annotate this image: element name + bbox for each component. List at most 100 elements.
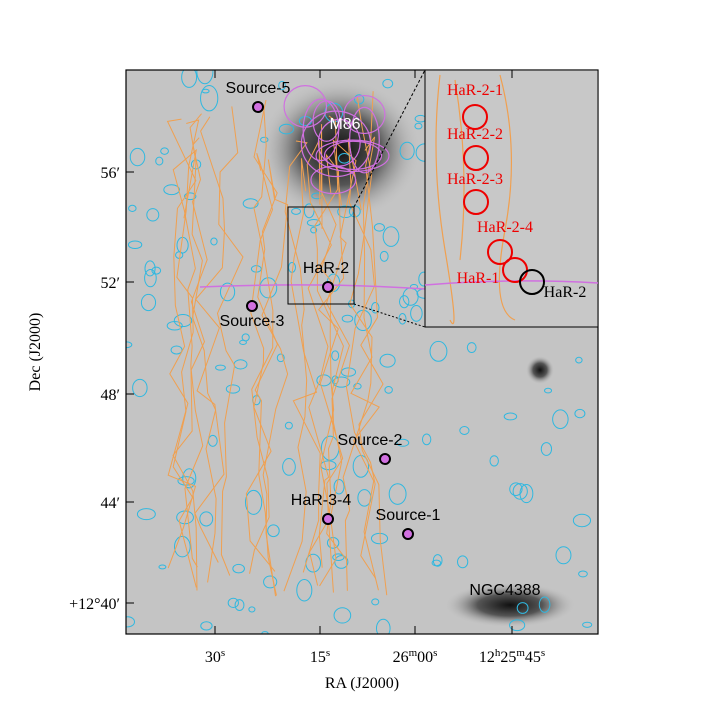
contour-line bbox=[189, 113, 217, 583]
contour-blob bbox=[278, 123, 295, 135]
contour-blob bbox=[291, 207, 302, 215]
contour-ring bbox=[317, 118, 361, 167]
contour-blob bbox=[310, 226, 318, 234]
contour-blob bbox=[582, 621, 593, 628]
contour-line bbox=[253, 99, 278, 596]
contour-blob bbox=[200, 621, 213, 631]
contour-blob bbox=[126, 616, 135, 628]
tick-part: 26 bbox=[393, 649, 409, 666]
contour-blob bbox=[353, 383, 362, 390]
contour-blob bbox=[552, 409, 569, 430]
x-axis-label: RA (J2000) bbox=[325, 675, 399, 692]
source-label: M86 bbox=[329, 116, 360, 133]
contour-blob bbox=[303, 203, 315, 219]
contour-ring bbox=[323, 140, 383, 171]
contour-line bbox=[290, 158, 321, 573]
contour-blob bbox=[382, 78, 394, 89]
tick-part: s bbox=[433, 647, 437, 659]
inset-label: HaR-2-2 bbox=[447, 126, 503, 143]
contour-ring bbox=[310, 165, 357, 195]
inset-label: HaR-2 bbox=[544, 284, 587, 301]
contour-blob bbox=[215, 364, 226, 371]
contour-blob bbox=[384, 386, 393, 394]
contour-line bbox=[345, 138, 377, 579]
contour-blob bbox=[201, 88, 210, 94]
tick-part: s bbox=[221, 647, 225, 659]
source-label: NGC4388 bbox=[469, 582, 540, 599]
zoom-box bbox=[287, 206, 355, 305]
contour-blob bbox=[136, 508, 156, 521]
tick-part: 30 bbox=[205, 649, 221, 666]
contour-blob bbox=[333, 479, 345, 495]
contour-blob bbox=[457, 555, 469, 569]
tick-part: m bbox=[516, 647, 525, 659]
y-axis-label: Dec (J2000) bbox=[27, 313, 44, 392]
contour-blob bbox=[509, 482, 523, 496]
source-label: Source-2 bbox=[338, 432, 403, 449]
contour-blob bbox=[259, 277, 278, 299]
y-tick-label: +12°40′ bbox=[69, 596, 120, 613]
x-tick-label: 30s bbox=[205, 647, 225, 666]
contour-blob bbox=[398, 313, 407, 325]
contour-line bbox=[194, 116, 226, 563]
zoom-line bbox=[353, 303, 426, 328]
inset-label: HaR-2-3 bbox=[447, 171, 503, 188]
inset bbox=[424, 69, 599, 328]
contour-blob bbox=[370, 532, 389, 545]
x-tick-label: 12h25m45s bbox=[479, 647, 545, 666]
frame bbox=[125, 69, 599, 635]
contour-blob bbox=[263, 575, 278, 589]
tick-part: 15 bbox=[310, 649, 326, 666]
contour-line bbox=[199, 284, 426, 290]
contour-blob bbox=[509, 619, 526, 632]
contour-blob bbox=[459, 426, 470, 435]
tick-part: 25 bbox=[500, 649, 516, 666]
contour-blob bbox=[382, 226, 400, 247]
contour-blob bbox=[519, 484, 534, 504]
contour-blob bbox=[516, 602, 529, 614]
contour-ring bbox=[283, 85, 328, 128]
contour-blob bbox=[575, 356, 583, 364]
inset-label: HaR-1 bbox=[457, 270, 500, 287]
source-label: Source-5 bbox=[226, 80, 291, 97]
contour-blob bbox=[160, 147, 169, 155]
contour-ring bbox=[300, 110, 372, 178]
contour-line bbox=[172, 119, 200, 588]
contour-blob bbox=[140, 293, 157, 312]
contour-blob bbox=[146, 208, 160, 222]
contour-blob bbox=[234, 599, 245, 612]
contour-blob bbox=[373, 223, 385, 232]
contour-blob bbox=[248, 606, 256, 613]
contour-line bbox=[216, 106, 244, 576]
contour-blob bbox=[242, 198, 259, 209]
contour-blob bbox=[544, 387, 553, 394]
source-marker bbox=[322, 513, 334, 525]
contour-blob bbox=[333, 607, 352, 624]
contour-blob bbox=[260, 136, 269, 143]
y-tick-label: 44′ bbox=[101, 495, 121, 512]
y-tick-label: 48′ bbox=[101, 387, 121, 404]
inset-marker bbox=[463, 189, 489, 215]
contour-blob bbox=[200, 85, 219, 112]
inset-marker bbox=[463, 145, 489, 171]
contour-blob bbox=[166, 320, 183, 331]
x-tick-label: 26m00s bbox=[393, 647, 438, 666]
contour-blob bbox=[421, 433, 432, 446]
source-marker bbox=[246, 300, 258, 312]
contour-blob bbox=[466, 342, 477, 353]
contour-blob bbox=[144, 268, 157, 288]
galaxy-m86 bbox=[260, 80, 420, 220]
contour-blob bbox=[151, 266, 162, 275]
contour-blob bbox=[379, 250, 389, 262]
contour-blob bbox=[199, 511, 214, 527]
contour-blob bbox=[182, 468, 197, 489]
contour-blob bbox=[574, 408, 586, 419]
galaxy bbox=[526, 356, 554, 384]
contour-blob bbox=[129, 147, 146, 167]
contour-blob bbox=[338, 153, 351, 164]
contour-blob bbox=[196, 70, 214, 85]
tick-part: 45 bbox=[525, 649, 541, 666]
contour-blob bbox=[155, 156, 164, 166]
contour-blob bbox=[503, 412, 518, 421]
